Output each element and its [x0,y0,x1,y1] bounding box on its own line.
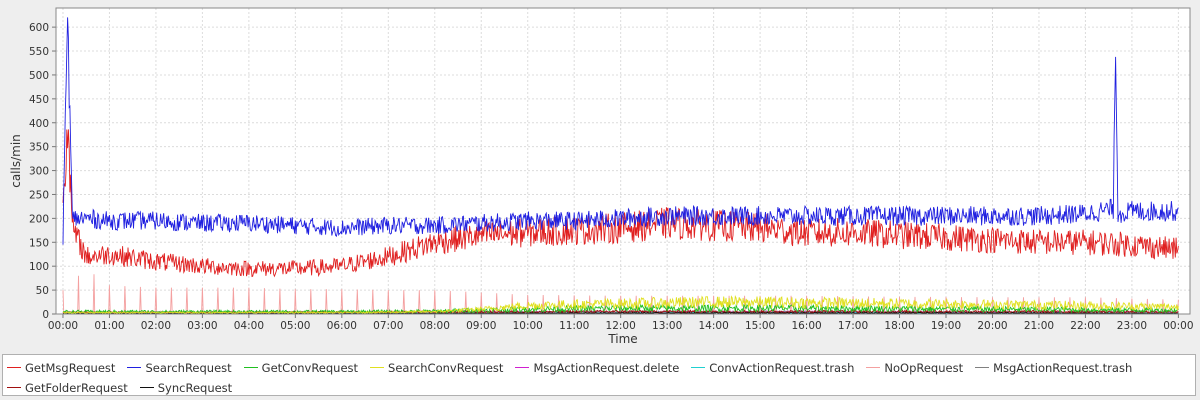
y-tick-label: 0 [42,309,49,321]
x-tick-label: 03:00 [187,320,217,332]
legend-swatch [127,367,142,368]
y-tick-label: 600 [29,22,49,34]
x-tick-label: 01:00 [94,320,124,332]
x-tick-label: 05:00 [280,320,310,332]
legend-label: GetConvRequest [261,360,359,375]
x-tick-label: 08:00 [420,320,450,332]
legend-swatch [975,367,990,368]
series-line-3 [63,294,1179,315]
legend-label: NoOpRequest [884,360,964,375]
legend-label: GetFolderRequest [25,380,128,395]
legend-label: MsgActionRequest.delete [533,360,680,375]
legend-item: SearchRequest [127,358,232,377]
legend-item: GetFolderRequest [7,378,128,397]
legend: GetMsgRequest SearchRequest GetConvRequest… [2,354,1196,396]
legend-item: ConvActionRequest.trash [691,358,854,377]
legend-label: MsgActionRequest.trash [993,360,1133,375]
y-axis-label: calls/min [9,134,23,188]
plot-area [55,7,1191,315]
x-tick-label: 00:00 [48,320,78,332]
legend-swatch [866,367,881,368]
series-line-0 [62,129,1179,278]
legend-swatch [7,387,21,388]
legend-item: GetMsgRequest [7,358,115,377]
x-tick-label: 15:00 [745,320,775,332]
legend-swatch [243,367,258,368]
y-tick-label: 450 [29,94,49,106]
x-tick-label: 09:00 [466,320,496,332]
legend-label: SearchRequest [145,360,232,375]
y-tick-label: 150 [29,237,49,249]
x-tick-label: 04:00 [234,320,264,332]
grid-lines [56,8,1190,315]
y-tick-label: 350 [29,142,49,154]
y-tick-label: 50 [36,285,49,297]
legend-label: ConvActionRequest.trash [709,360,855,375]
series-line-1 [62,17,1179,245]
x-axis-label: Time [607,332,637,346]
legend-swatch [515,367,530,368]
x-tick-label: 00:00 [1163,320,1193,332]
x-tick-label: 20:00 [977,320,1007,332]
legend-label: GetMsgRequest [25,360,116,375]
series-line-8 [62,308,1179,315]
x-tick-label: 18:00 [884,320,914,332]
x-tick-label: 19:00 [931,320,961,332]
x-tick-label: 23:00 [1117,320,1147,332]
legend-item: MsgActionRequest.trash [975,358,1132,377]
y-tick-label: 400 [29,118,49,130]
x-tick-label: 06:00 [327,320,357,332]
legend-swatch [370,367,385,368]
y-tick-label: 500 [29,70,49,82]
x-tick-label: 07:00 [373,320,403,332]
x-tick-label: 13:00 [652,320,682,332]
x-tick-label: 14:00 [698,320,728,332]
y-tick-label: 550 [29,46,49,58]
plot-border [55,7,1191,315]
chart-canvas: 0 50 100 150 200 250 300 350 400 450 500 550 600 00:0… [9,7,1194,346]
y-tick-label: 300 [29,166,49,178]
legend-item: GetConvRequest [243,358,359,377]
legend-item: SearchConvRequest [370,358,503,377]
x-tick-label: 10:00 [513,320,543,332]
legend-swatch [139,387,154,388]
legend-item: NoOpRequest [866,358,963,377]
x-tick-label: 12:00 [606,320,636,332]
legend-label: SyncRequest [157,380,233,395]
legend-swatch [691,367,706,368]
y-tick-label: 200 [29,213,49,225]
x-tick-label: 21:00 [1024,320,1054,332]
series-line-6 [62,274,1179,315]
x-tick-label: 02:00 [141,320,171,332]
legend-item: SyncRequest [139,378,233,397]
legend-item: MsgActionRequest.delete [515,358,679,377]
x-tick-label: 17:00 [838,320,868,332]
axes: 0 50 100 150 200 250 300 350 400 450 500 550 600 00:0… [29,7,1194,332]
y-tick-label: 100 [29,261,49,273]
legend-swatch [7,367,21,368]
x-tick-label: 11:00 [559,320,589,332]
legend-label: SearchConvRequest [388,360,504,375]
x-tick-label: 16:00 [791,320,821,332]
y-tick-label: 250 [29,189,49,201]
x-tick-label: 22:00 [1070,320,1100,332]
